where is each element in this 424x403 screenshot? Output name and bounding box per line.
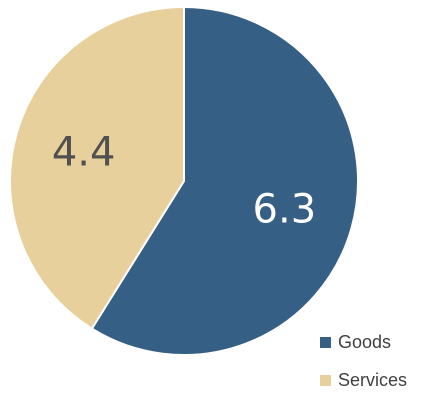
legend-swatch-goods — [320, 336, 331, 348]
pie-slices — [9, 5, 359, 356]
pie-slice-goods — [90, 5, 359, 356]
legend-label-goods: Goods — [338, 331, 392, 352]
legend-item-services: Services — [320, 370, 407, 390]
pie-data-labels: 6.3 4.4 — [52, 129, 316, 232]
legend: Goods Services — [320, 332, 407, 403]
legend-item-goods: Goods — [320, 332, 407, 352]
legend-swatch-services — [320, 374, 331, 386]
data-label-services: 4.4 — [52, 129, 116, 175]
pie-slice-services — [9, 5, 185, 330]
legend-label-services: Services — [338, 369, 408, 390]
data-label-goods: 6.3 — [253, 187, 317, 233]
